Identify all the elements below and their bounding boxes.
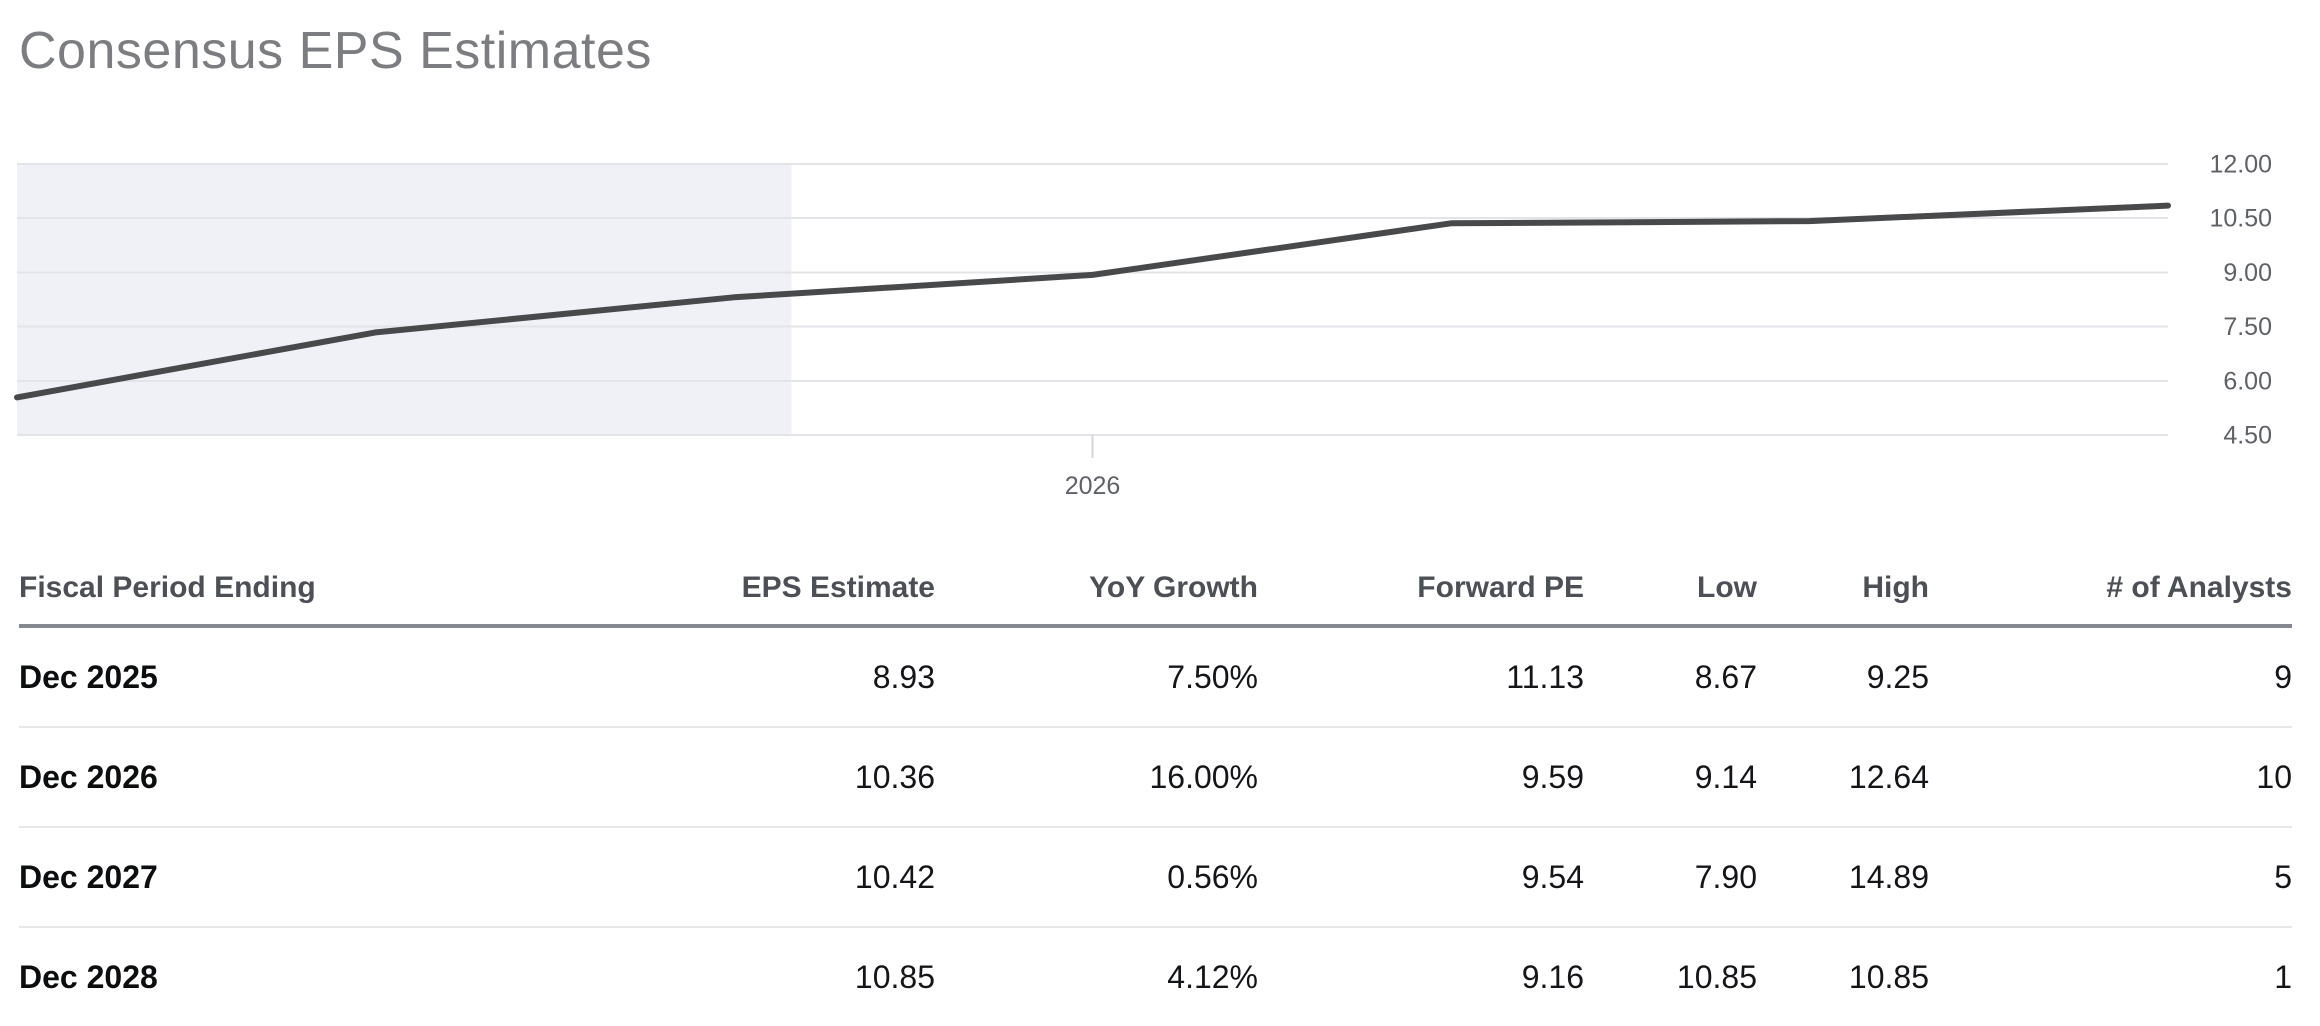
value-cell: 9.16 — [1258, 926, 1584, 1026]
page-title: Consensus EPS Estimates — [19, 22, 652, 80]
y-axis-tick-label: 6.00 — [2223, 367, 2272, 395]
table-row: Dec 2028 10.85 4.12% 9.16 10.85 10.85 1 — [19, 926, 2292, 1026]
header-cell: High — [1757, 558, 1929, 628]
value-cell: 7.50% — [935, 626, 1258, 727]
value-cell: 1 — [1929, 926, 2292, 1026]
value-cell: 9.25 — [1757, 626, 1929, 727]
value-cell: 11.13 — [1258, 626, 1584, 727]
value-cell: 9.54 — [1258, 826, 1584, 927]
value-cell: 9 — [1929, 626, 2292, 727]
header-cell: Fiscal Period Ending — [19, 558, 470, 628]
y-axis-tick-label: 9.00 — [2223, 259, 2272, 287]
eps-line — [14, 202, 2171, 401]
value-cell: 8.93 — [470, 626, 935, 727]
y-axis-tick-label: 12.00 — [2209, 151, 2272, 179]
value-cell: 9.14 — [1584, 726, 1757, 827]
value-cell: 12.64 — [1757, 726, 1929, 827]
fiscal-period-cell: Dec 2028 — [19, 926, 470, 1026]
value-cell: 10.85 — [1584, 926, 1757, 1026]
eps-estimates-table-wrap: Fiscal Period Ending EPS Estimate YoY Grow… — [19, 558, 2292, 1026]
value-cell: 5 — [1929, 826, 2292, 927]
eps-estimates-chart: 12.00 10.50 9.00 7.50 6.00 4.50 2026 — [0, 100, 2320, 520]
header-cell: # of Analysts — [1929, 558, 2292, 628]
value-cell: 0.56% — [935, 826, 1258, 927]
value-cell: 8.67 — [1584, 626, 1757, 727]
header-cell: Low — [1584, 558, 1757, 628]
value-cell: 16.00% — [935, 726, 1258, 827]
eps-estimates-table: Fiscal Period Ending EPS Estimate YoY Grow… — [19, 558, 2292, 1026]
value-cell: 14.89 — [1757, 826, 1929, 927]
value-cell: 10 — [1929, 726, 2292, 827]
fiscal-period-cell: Dec 2027 — [19, 826, 470, 927]
y-axis-tick-label: 7.50 — [2223, 313, 2272, 341]
table-header-row: Fiscal Period Ending EPS Estimate YoY Grow… — [19, 558, 2292, 628]
chart-canvas[interactable]: 12.00 10.50 9.00 7.50 6.00 4.50 2026 — [0, 100, 2320, 520]
table-row: Dec 2025 8.93 7.50% 11.13 8.67 9.25 9 — [19, 626, 2292, 727]
table-row: Dec 2027 10.42 0.56% 9.54 7.90 14.89 5 — [19, 826, 2292, 927]
header-cell: YoY Growth — [935, 558, 1258, 628]
fiscal-period-cell: Dec 2026 — [19, 726, 470, 827]
value-cell: 10.85 — [1757, 926, 1929, 1026]
fiscal-period-cell: Dec 2025 — [19, 626, 470, 727]
value-cell: 10.42 — [470, 826, 935, 927]
value-cell: 10.36 — [470, 726, 935, 827]
y-axis-tick-label: 10.50 — [2209, 205, 2272, 233]
header-cell: Forward PE — [1258, 558, 1584, 628]
value-cell: 7.90 — [1584, 826, 1757, 927]
chart-shaded-region — [17, 164, 792, 435]
value-cell: 9.59 — [1258, 726, 1584, 827]
header-cell: EPS Estimate — [470, 558, 935, 628]
table-row: Dec 2026 10.36 16.00% 9.59 9.14 12.64 10 — [19, 726, 2292, 827]
y-axis-tick-label: 4.50 — [2223, 422, 2272, 450]
value-cell: 4.12% — [935, 926, 1258, 1026]
x-axis-tick-label: 2026 — [1065, 472, 1121, 500]
value-cell: 10.85 — [470, 926, 935, 1026]
